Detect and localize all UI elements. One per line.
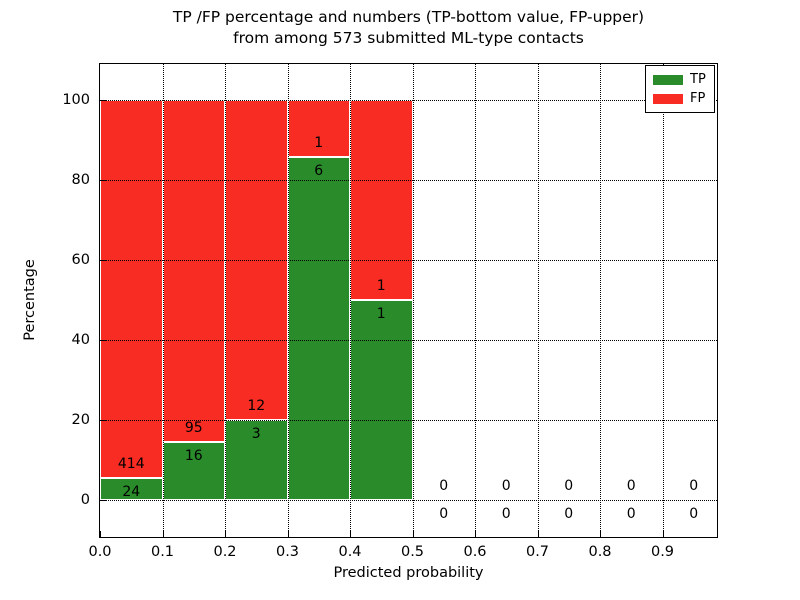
legend-label: TP [690,72,706,87]
bar-segment-tp [350,300,413,500]
gridline-y [100,340,717,341]
y-tick-mark [100,180,106,181]
y-tick-mark [100,340,106,341]
x-tick-label: 0.1 [150,544,175,560]
x-tick-mark [287,531,289,537]
fp-count-label: 414 [117,456,145,473]
tp-count-label: 1 [376,306,386,322]
chart-title-line2: from among 573 submitted ML-type contact… [233,29,584,47]
gridline-x [475,64,476,537]
bar-segment-fp [350,100,413,300]
y-tick-mark [100,260,106,261]
legend-item-tp: TP [653,73,707,86]
tp-count-label: 16 [184,448,203,465]
tp-count-label: 6 [314,163,324,180]
gridline-x [537,64,539,537]
x-tick-mark [350,531,351,537]
x-tick-label: 0.5 [400,544,425,560]
y-tick-label: 80 [71,172,90,188]
y-tick-label: 40 [71,332,90,348]
x-tick-label: 0.2 [213,544,237,560]
gridline-x [350,64,351,537]
tp-count-label: 0 [626,506,636,522]
x-tick-mark [537,531,539,537]
legend-label: FP [690,91,706,106]
bar-segment-tp [225,420,288,500]
legend-item-fp: FP [653,92,707,105]
y-tick-label: 20 [71,412,90,428]
y-tick-label: 60 [71,252,90,268]
x-tick-mark [475,531,476,537]
x-tick-label: 0.6 [463,544,487,560]
y-tick-label: 0 [80,492,90,508]
gridline-y [100,180,717,181]
chart-title-line1: TP /FP percentage and numbers (TP-bottom… [172,8,645,26]
x-tick-mark [100,531,101,537]
plot-area: 414 24 95 16 12 3 1 6 1 1 0 0 0 0 0 0 0 0 0 0 [99,63,718,538]
y-tick-mark [100,500,106,501]
x-tick-mark [600,531,601,537]
gridline-y [100,260,717,261]
gridline-y [100,100,717,101]
gridline-x [600,64,601,537]
tp-count-label: 24 [122,484,141,501]
tp-count-label: 0 [564,506,574,522]
gridline-x [225,64,226,537]
bar-segment-tp [162,442,225,500]
fp-count-label: 1 [314,135,324,152]
y-tick-mark [100,100,106,101]
legend-swatch-tp [653,74,683,85]
x-tick-mark [162,531,164,537]
chart-title: TP /FP percentage and numbers (TP-bottom… [108,7,709,49]
tp-count-label: 0 [501,506,511,522]
legend-swatch-fp [653,93,683,104]
x-tick-label: 0.4 [338,544,362,560]
bar-segment-fp [162,100,225,443]
x-tick-label: 0.0 [88,544,112,560]
x-tick-label: 0.8 [588,544,612,560]
gridline-y [100,420,717,421]
y-tick-mark [100,420,106,421]
fp-count-label: 1 [376,278,386,294]
bar-segment-fp [100,100,163,479]
fp-count-label: 12 [247,398,266,414]
x-tick-label: 0.9 [650,544,675,560]
fp-count-label: 0 [564,478,574,494]
x-tick-label: 0.7 [525,544,550,560]
tp-count-label: 0 [689,506,699,522]
x-axis-label: Predicted probability [333,565,484,581]
y-axis-label: Percentage [22,259,38,341]
legend: TP FP [645,65,715,113]
bar-segment-tp [287,157,350,500]
fp-count-label: 0 [689,478,699,494]
fp-count-label: 0 [501,478,511,494]
fp-count-label: 0 [626,478,636,494]
tp-count-label: 3 [251,426,261,442]
tp-count-label: 0 [439,506,449,522]
x-tick-label: 0.3 [275,544,300,560]
fp-count-label: 0 [439,478,449,494]
gridline-y [100,500,717,501]
gridline-x [412,64,414,537]
gridline-x [162,64,164,537]
x-tick-mark [225,531,226,537]
x-tick-mark [412,531,414,537]
bar-segment-tp [100,478,163,500]
y-tick-label: 100 [62,92,90,108]
gridline-x [662,64,664,537]
gridline-x [287,64,289,537]
x-tick-mark [662,531,664,537]
fp-count-label: 95 [184,420,203,437]
